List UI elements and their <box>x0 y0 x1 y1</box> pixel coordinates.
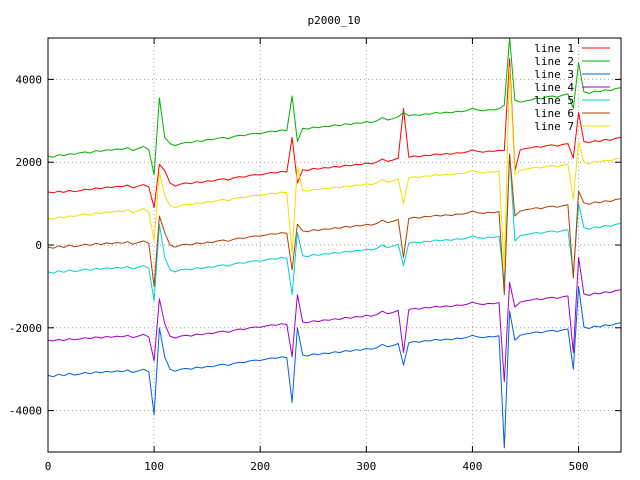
series-line-5 <box>47 153 622 302</box>
y-tick-label: 0 <box>35 239 42 252</box>
series-line-6 <box>47 153 622 296</box>
x-tick-label: 300 <box>356 460 376 473</box>
x-tick-label: 500 <box>569 460 589 473</box>
legend-label: line 6 <box>534 107 574 120</box>
legend-label: line 5 <box>534 94 574 107</box>
series-line-1 <box>47 58 622 209</box>
y-tick-label: -4000 <box>9 405 42 418</box>
x-tick-label: 0 <box>45 460 52 473</box>
x-tick-label: 400 <box>463 460 483 473</box>
series-line-3 <box>47 285 622 449</box>
series-line-7 <box>47 66 622 271</box>
legend-label: line 7 <box>534 120 574 133</box>
x-tick-label: 100 <box>144 460 164 473</box>
series-line-4 <box>47 256 622 383</box>
legend-label: line 4 <box>534 81 574 94</box>
x-tick-label: 200 <box>250 460 270 473</box>
y-tick-label: 4000 <box>16 73 43 86</box>
axes-ticks: 0 100 200 300 400 500 -4000 -2000 0 2000 4000 <box>9 38 621 473</box>
y-tick-label: -2000 <box>9 322 42 335</box>
legend-label: line 1 <box>534 42 574 55</box>
y-tick-label: 2000 <box>16 156 43 169</box>
legend-label: line 2 <box>534 55 574 68</box>
chart-title: p2000_10 <box>308 14 361 27</box>
series-line-2 <box>47 37 622 176</box>
series-group <box>47 37 622 449</box>
legend-label: line 3 <box>534 68 574 81</box>
